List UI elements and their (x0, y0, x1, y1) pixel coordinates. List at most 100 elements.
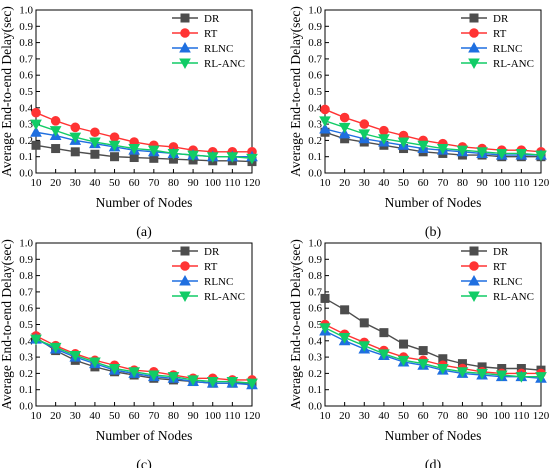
plot-frame (324, 242, 542, 407)
x-tick-label: 10 (320, 177, 332, 189)
legend-marker (180, 261, 190, 271)
y-tick-label: 0.0 (19, 401, 33, 413)
y-tick-label: 0.2 (308, 135, 322, 147)
data-point (379, 328, 389, 338)
series-line (35, 338, 253, 386)
data-point (108, 364, 121, 375)
series-rlnc (30, 333, 258, 390)
x-tick-label: 110 (224, 410, 241, 422)
x-tick-label: 120 (533, 410, 550, 422)
x-tick-label: 40 (378, 177, 390, 189)
y-tick-label: 0.1 (308, 384, 322, 396)
x-tick-label: 40 (89, 410, 101, 422)
series-rl-anc (319, 323, 547, 383)
x-tick-label: 70 (437, 410, 449, 422)
panel-label: (a) (136, 225, 152, 240)
data-point (70, 122, 81, 133)
plot-frame (324, 9, 542, 174)
legend-label: DR (204, 246, 220, 258)
data-point (378, 134, 390, 145)
data-point (31, 107, 41, 118)
x-tick-label: 20 (50, 177, 62, 189)
data-point (89, 357, 101, 369)
legend-label: RT (493, 261, 507, 273)
data-point (495, 148, 508, 160)
x-tick-label: 120 (244, 177, 261, 189)
y-tick-label: 1.0 (308, 238, 322, 250)
data-point (246, 153, 258, 165)
x-axis-title: Number of Nodes (385, 428, 482, 443)
chart-panel-3: 10 20 30 40 50 60 70 80 90 100 110 120 0.0 0.1 0.2 0.3 0… (0, 238, 261, 468)
chart-panel-1: 10 20 30 40 50 60 70 80 90 100 110 120 0.0 0.1 0.2 0.3 0… (0, 5, 261, 241)
data-point (379, 125, 389, 136)
series-rl-anc (319, 116, 547, 162)
data-point (167, 148, 180, 160)
data-point (110, 152, 120, 162)
chart-panel-2: 10 20 30 40 50 60 70 80 90 100 110 120 0.0 0.1 0.2 0.3 0… (288, 5, 550, 241)
y-tick-label: 0.7 (19, 286, 33, 298)
data-point (187, 375, 199, 386)
data-point (515, 372, 528, 383)
x-tick-label: 10 (31, 410, 43, 422)
y-tick-label: 1.0 (19, 238, 33, 250)
y-tick-label: 0.6 (19, 70, 33, 82)
y-tick-label: 0.6 (19, 303, 33, 315)
data-point (397, 137, 410, 149)
data-point (436, 144, 449, 155)
y-tick-label: 0.3 (19, 119, 33, 131)
data-point (338, 333, 351, 344)
panel-label: (c) (136, 458, 152, 468)
legend-label: RL-ANC (493, 291, 534, 303)
legend-label: DR (493, 13, 509, 25)
x-tick-label: 70 (148, 177, 160, 189)
legend-label: RLNC (493, 43, 522, 55)
data-point (90, 127, 100, 138)
y-tick-label: 0.5 (19, 86, 33, 98)
data-point (89, 137, 101, 149)
data-point (319, 323, 331, 334)
legend-marker (180, 246, 190, 256)
y-tick-label: 0.1 (19, 384, 33, 396)
legend-marker (179, 58, 191, 70)
y-tick-label: 0.1 (19, 151, 33, 163)
x-tick-label: 60 (129, 177, 141, 189)
data-point (147, 145, 160, 157)
series-line (324, 297, 542, 371)
series-dr (320, 293, 546, 375)
legend-label: RT (204, 261, 218, 273)
data-point (129, 153, 139, 163)
legend-marker (179, 291, 191, 303)
x-tick-label: 30 (359, 177, 371, 189)
x-tick-label: 30 (359, 410, 371, 422)
x-tick-label: 20 (339, 177, 351, 189)
data-point (69, 350, 82, 362)
x-axis-title: Number of Nodes (385, 195, 482, 210)
y-tick-label: 0.2 (308, 368, 322, 380)
data-point (30, 119, 42, 131)
x-tick-label: 40 (89, 177, 101, 189)
legend-marker (469, 261, 479, 271)
y-tick-label: 0.4 (19, 102, 33, 114)
y-axis-title: Average End-to-end Delay(sec) (288, 6, 303, 177)
y-tick-label: 0.5 (308, 319, 322, 331)
data-point (515, 148, 528, 160)
y-axis-title: Average End-to-end Delay(sec) (288, 239, 303, 410)
y-tick-label: 0.7 (308, 53, 322, 65)
data-point (30, 126, 42, 137)
y-tick-label: 0.8 (19, 270, 33, 282)
data-point (358, 129, 371, 140)
x-tick-label: 110 (224, 177, 241, 189)
legend-label: RLNC (204, 43, 233, 55)
data-point (109, 132, 120, 142)
y-tick-label: 0.6 (308, 303, 322, 315)
legend: DR RT RLNC RL-ANC (172, 246, 245, 303)
legend: DR RT RLNC RL-ANC (461, 246, 534, 303)
x-tick-label: 80 (457, 410, 469, 422)
data-point (476, 368, 488, 380)
data-point (108, 140, 121, 152)
series-line (35, 336, 252, 384)
y-tick-label: 0.5 (308, 86, 322, 98)
data-point (320, 293, 330, 303)
series-dr (320, 127, 546, 162)
